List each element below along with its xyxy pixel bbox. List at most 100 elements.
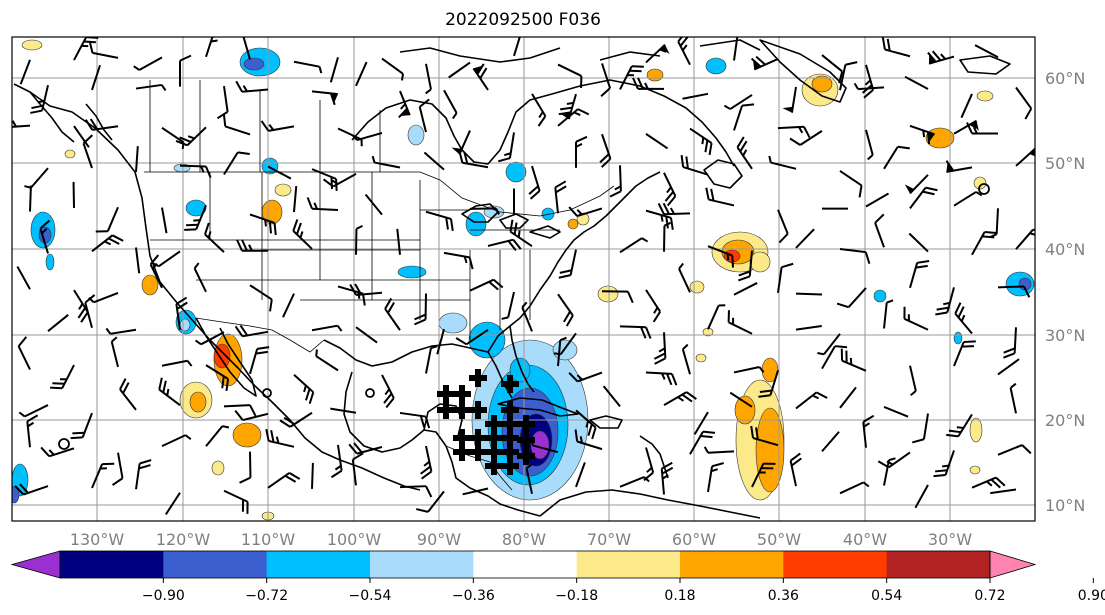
map-title: 2022092500 F036	[445, 10, 601, 30]
wind-barb	[1015, 86, 1033, 120]
storm-barb-cluster	[501, 415, 519, 433]
storm-barb-cluster	[485, 443, 503, 461]
wind-barb	[575, 135, 588, 168]
wind-barb	[554, 180, 567, 214]
wind-barb	[600, 63, 611, 98]
wind-barb	[663, 221, 671, 252]
wind-barb	[1009, 382, 1017, 414]
wind-barb	[381, 374, 395, 409]
storm-barb-cluster	[485, 415, 503, 433]
anomaly-contour	[976, 90, 994, 102]
wind-barb	[14, 483, 49, 496]
storm-barb-cluster	[501, 443, 519, 461]
longitude-label: 50°W	[757, 530, 801, 549]
wind-barb	[50, 364, 75, 390]
storm-barb-cluster	[517, 447, 535, 465]
anomaly-contour	[873, 289, 887, 303]
latitude-label: 60°N	[1045, 69, 1085, 88]
wind-barb	[874, 213, 885, 248]
wind-barb	[91, 234, 124, 253]
wind-barb	[30, 84, 49, 114]
wind-barb	[158, 377, 181, 406]
wind-barb	[601, 290, 634, 304]
longitude-labels: 130°W 120°W 110°W 100°W 90°W 80°W 70°W 60°W 50°W…	[70, 530, 972, 549]
wind-barb	[1015, 147, 1035, 167]
wind-barb	[750, 55, 779, 71]
graticule	[12, 37, 1035, 521]
wind-barb	[95, 206, 119, 233]
wind-barb	[528, 165, 541, 200]
anomaly-contour	[407, 124, 425, 146]
wind-barb	[568, 206, 603, 218]
wind-barb	[645, 43, 670, 64]
wind-barb	[821, 345, 848, 370]
wind-barb	[682, 92, 709, 100]
wind-barb	[39, 219, 51, 254]
longitude-label: 120°W	[156, 530, 211, 549]
wind-barb	[351, 131, 383, 142]
wind-barb	[795, 228, 815, 249]
colorbar-extend-low	[10, 550, 61, 579]
wind-barb	[619, 237, 649, 254]
wind-barb	[645, 289, 662, 323]
wind-barb	[521, 301, 533, 332]
colorbar-tick-label: 0.72	[974, 588, 1005, 604]
colorbar-extend-high	[989, 550, 1037, 579]
wind-barb	[619, 65, 644, 90]
wind-barb	[853, 82, 885, 91]
storm-barb-cluster	[517, 415, 535, 433]
wind-barb	[396, 228, 401, 255]
storm-barb-cluster	[517, 431, 535, 449]
wind-barb	[657, 202, 691, 216]
map-panel: 130°W 120°W 110°W 100°W 90°W 80°W 70°W 60°W 50°W…	[11, 36, 1085, 549]
wind-barb	[17, 336, 31, 371]
wind-barb	[29, 185, 32, 212]
wind-barb	[738, 250, 753, 282]
wind-barb	[954, 302, 973, 335]
anomaly-contour	[509, 357, 531, 383]
wind-barb	[311, 90, 338, 106]
wind-barb	[707, 304, 726, 330]
wind-barb	[234, 324, 269, 338]
anomaly-contour	[734, 395, 756, 425]
wind-barb	[398, 90, 411, 119]
longitude-label: 110°W	[241, 530, 296, 549]
wind-barb	[19, 59, 31, 85]
wind-barb	[609, 165, 622, 198]
wind-barb	[84, 118, 119, 131]
anomaly-contour	[64, 149, 76, 159]
wind-barb	[971, 230, 997, 256]
wind-barb	[84, 294, 96, 328]
wind-barb	[443, 89, 458, 120]
wind-barb	[557, 63, 583, 89]
wind-barb	[267, 165, 292, 180]
wind-barb	[425, 63, 432, 95]
longitude-label: 30°W	[928, 530, 972, 549]
storm-barb-cluster	[469, 401, 487, 419]
wind-barb	[414, 293, 427, 326]
calm-circle	[262, 388, 272, 398]
wind-barb	[974, 44, 999, 59]
storm-barb-cluster	[501, 429, 519, 447]
wind-barb	[498, 132, 515, 163]
wind-barb	[681, 343, 691, 375]
wind-barb	[423, 151, 445, 171]
anomaly-contour	[689, 280, 705, 294]
wind-barb	[105, 327, 137, 335]
wind-barb	[782, 86, 797, 113]
anomaly-contour	[695, 353, 707, 363]
anomaly-contour	[755, 407, 785, 493]
wind-barb	[513, 37, 523, 57]
wind-barb	[795, 324, 822, 331]
wind-barb	[384, 297, 401, 331]
hispaniola	[589, 415, 623, 429]
wind-barb	[293, 186, 298, 213]
wind-barb	[723, 94, 753, 110]
wind-barb	[205, 425, 230, 447]
cyclone-markers	[58, 183, 990, 450]
wind-barb	[205, 364, 230, 392]
storm-barb-cluster	[469, 429, 487, 447]
wind-barb	[330, 444, 343, 479]
wind-barb	[574, 429, 603, 451]
anomaly-contour	[213, 343, 231, 369]
